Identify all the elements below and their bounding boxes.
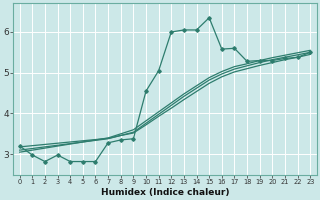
X-axis label: Humidex (Indice chaleur): Humidex (Indice chaleur): [101, 188, 229, 197]
